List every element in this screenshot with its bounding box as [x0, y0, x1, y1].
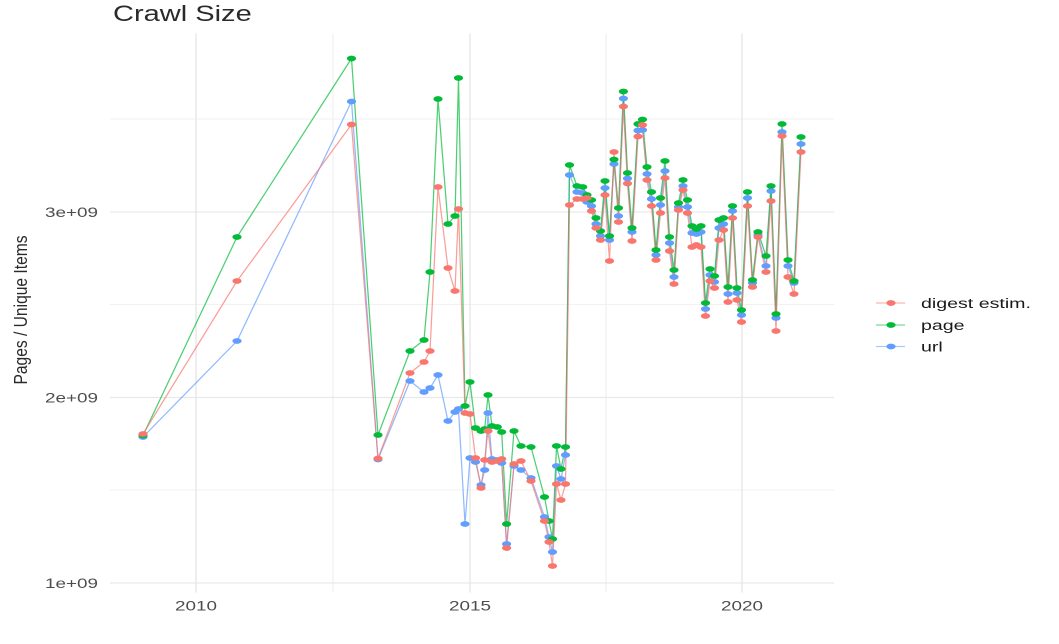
svg-text:digest estim.: digest estim.	[921, 296, 1031, 312]
svg-text:2e+09: 2e+09	[45, 391, 98, 406]
svg-text:url: url	[921, 339, 943, 355]
svg-text:2010: 2010	[175, 599, 217, 614]
svg-text:page: page	[921, 318, 965, 334]
svg-text:3e+09: 3e+09	[45, 205, 98, 220]
svg-text:2020: 2020	[721, 599, 763, 614]
svg-text:2015: 2015	[449, 599, 491, 614]
svg-text:1e+09: 1e+09	[45, 576, 98, 591]
svg-text:Crawl Size: Crawl Size	[113, 2, 252, 26]
svg-text:Pages / Unique Items: Pages / Unique Items	[10, 235, 32, 384]
